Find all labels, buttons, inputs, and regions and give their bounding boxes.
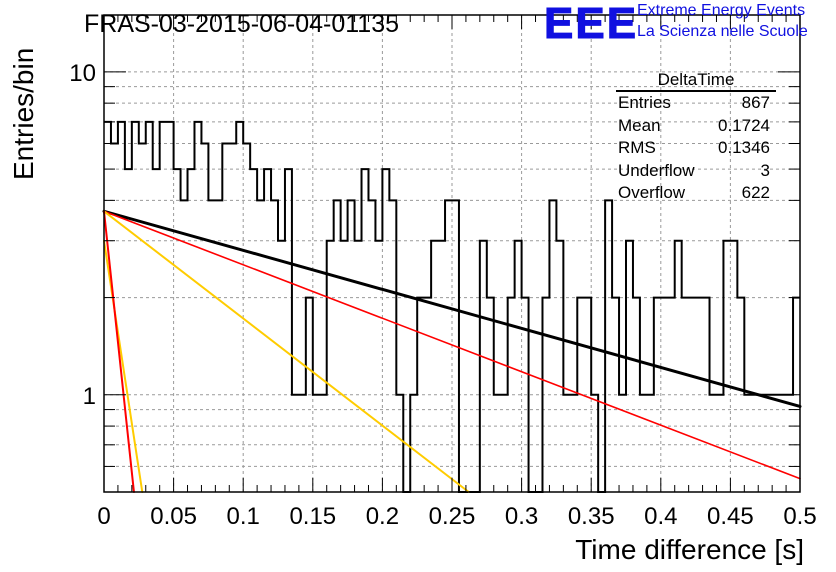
stats-label: Underflow bbox=[618, 160, 695, 180]
x-tick-label: 0.35 bbox=[568, 503, 615, 530]
stats-label: Mean bbox=[618, 115, 661, 135]
stats-row-underflow: Underflow 3 bbox=[612, 160, 776, 183]
fit-line bbox=[103, 210, 135, 493]
fit-lines bbox=[102, 209, 802, 493]
stats-row-overflow: Overflow 622 bbox=[612, 182, 776, 205]
tick-labels: 0 0.05 0.1 0.15 0.2 0.25 0.3 0.35 0.4 0.45 0.5 1 10 bbox=[69, 60, 816, 530]
stats-row-mean: Mean 0.1724 bbox=[612, 115, 776, 138]
logo-text-line2: La Scienza nelle Scuole bbox=[637, 23, 808, 40]
x-axis-label: Time difference [s] bbox=[575, 534, 804, 565]
stats-label: Entries bbox=[618, 93, 671, 112]
fit-line bbox=[103, 239, 144, 493]
stats-histogram-name: DeltaTime bbox=[616, 70, 776, 92]
stats-label: RMS bbox=[618, 138, 656, 157]
x-tick-label: 0.4 bbox=[644, 503, 677, 530]
x-tick-label: 0.5 bbox=[783, 503, 816, 530]
x-tick-label: 0.15 bbox=[289, 503, 336, 530]
x-tick-label: 0.45 bbox=[707, 503, 754, 530]
stats-value: 867 bbox=[741, 93, 770, 112]
stats-box: DeltaTime Entries 867 Mean 0.1724 RMS 0.… bbox=[612, 70, 776, 205]
eee-logo: EEE bbox=[543, 0, 639, 48]
stats-row-rms: RMS 0.1346 bbox=[612, 137, 776, 160]
stats-value: 0.1346 bbox=[718, 138, 770, 157]
x-tick-label: 0.3 bbox=[505, 503, 538, 530]
fit-line bbox=[102, 209, 802, 408]
y-tick-label: 1 bbox=[83, 383, 96, 410]
fit-line bbox=[103, 210, 801, 480]
stats-label: Overflow bbox=[618, 183, 686, 202]
y-axis-label: Entries/bin bbox=[8, 47, 39, 180]
x-tick-label: 0.2 bbox=[366, 503, 399, 530]
histogram bbox=[104, 120, 800, 493]
axes bbox=[103, 14, 801, 493]
stats-value: 622 bbox=[741, 183, 770, 202]
x-tick-label: 0.05 bbox=[150, 503, 197, 530]
chart-title: FRAS-03-2015-06-04-01135 bbox=[84, 10, 400, 38]
x-tick-label: 0 bbox=[97, 503, 110, 530]
stats-row-entries: Entries 867 bbox=[612, 92, 776, 115]
histogram-steps bbox=[104, 120, 800, 493]
logo-text-line1: Extreme Energy Events bbox=[637, 2, 806, 19]
y-tick-label: 10 bbox=[69, 60, 96, 87]
fit-line bbox=[103, 210, 470, 493]
x-tick-label: 0.25 bbox=[429, 503, 476, 530]
x-tick-label: 0.1 bbox=[227, 503, 260, 530]
stats-value: 3 bbox=[760, 160, 770, 180]
stats-value: 0.1724 bbox=[718, 115, 770, 135]
